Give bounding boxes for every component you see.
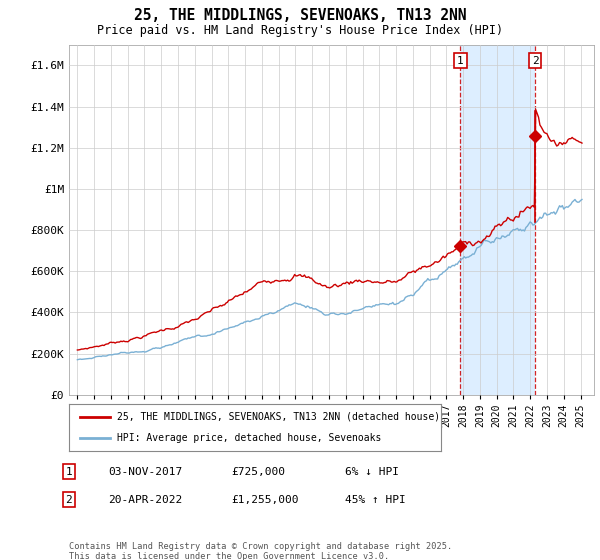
Text: 25, THE MIDDLINGS, SEVENOAKS, TN13 2NN: 25, THE MIDDLINGS, SEVENOAKS, TN13 2NN — [134, 8, 466, 24]
Text: 2: 2 — [532, 55, 539, 66]
Text: 6% ↓ HPI: 6% ↓ HPI — [345, 466, 399, 477]
Text: 1: 1 — [457, 55, 464, 66]
Text: 25, THE MIDDLINGS, SEVENOAKS, TN13 2NN (detached house): 25, THE MIDDLINGS, SEVENOAKS, TN13 2NN (… — [118, 412, 440, 422]
Text: 20-APR-2022: 20-APR-2022 — [108, 494, 182, 505]
Bar — [460, 45, 535, 395]
Text: Contains HM Land Registry data © Crown copyright and database right 2025.
This d: Contains HM Land Registry data © Crown c… — [69, 542, 452, 560]
Text: £725,000: £725,000 — [231, 466, 285, 477]
Text: 45% ↑ HPI: 45% ↑ HPI — [345, 494, 406, 505]
Text: HPI: Average price, detached house, Sevenoaks: HPI: Average price, detached house, Seve… — [118, 433, 382, 444]
Text: 1: 1 — [65, 466, 73, 477]
Text: 03-NOV-2017: 03-NOV-2017 — [108, 466, 182, 477]
Text: £1,255,000: £1,255,000 — [231, 494, 299, 505]
Text: 2: 2 — [65, 494, 73, 505]
Text: Price paid vs. HM Land Registry's House Price Index (HPI): Price paid vs. HM Land Registry's House … — [97, 24, 503, 36]
